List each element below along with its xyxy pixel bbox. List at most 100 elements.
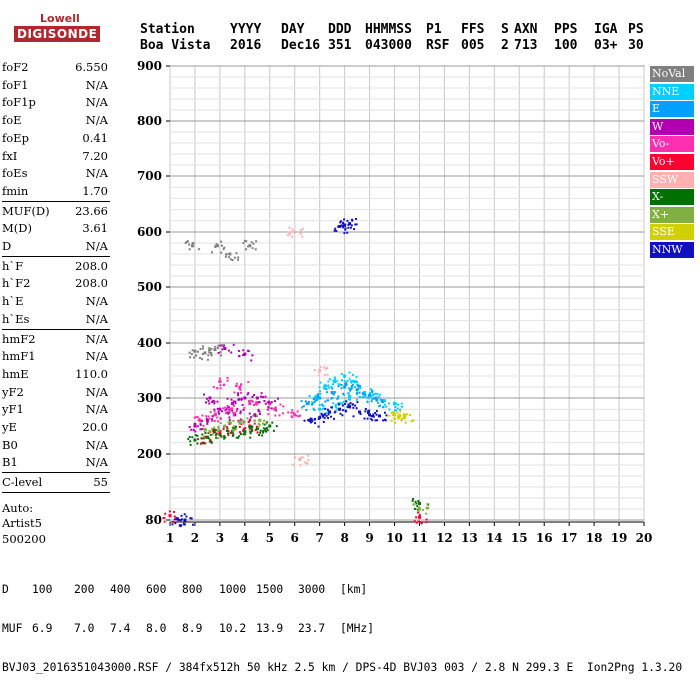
echo-mark <box>241 403 244 406</box>
echo-mark <box>255 240 258 243</box>
auto-scaler-info: Auto: <box>2 500 34 515</box>
data-point <box>368 413 372 417</box>
echo-mark <box>331 406 334 409</box>
echo-mark <box>251 247 254 250</box>
echo-mark <box>226 405 229 408</box>
echo-mark <box>248 418 251 421</box>
echo-mark <box>221 410 224 413</box>
echo-mark <box>242 242 245 245</box>
data-point <box>353 380 357 383</box>
param-value: N/A <box>85 402 108 417</box>
echo-mark <box>226 427 229 430</box>
echo-mark <box>327 384 330 387</box>
echo-mark <box>375 399 378 402</box>
param-label: h`Es <box>2 311 30 326</box>
echo-mark <box>256 414 259 417</box>
echo-mark <box>267 413 270 416</box>
echo-mark <box>265 426 268 429</box>
footer-value: 400 <box>110 583 131 596</box>
echo-mark <box>336 397 339 400</box>
echo-mark <box>207 354 210 357</box>
echo-mark <box>225 408 228 411</box>
echo-mark <box>375 396 378 399</box>
echo-mark <box>418 506 421 509</box>
echo-mark <box>401 405 404 408</box>
param-label: h`F <box>2 258 24 273</box>
echo-mark <box>208 440 211 443</box>
echo-mark <box>318 404 321 407</box>
echo-mark <box>356 384 359 387</box>
echo-mark <box>189 440 192 443</box>
echo-mark <box>351 403 354 406</box>
echo-mark <box>218 412 221 415</box>
echo-mark <box>251 428 254 431</box>
echo-mark <box>358 391 361 394</box>
echo-mark <box>251 400 254 403</box>
echo-mark <box>356 391 359 394</box>
echo-mark <box>377 402 380 405</box>
echo-mark <box>259 431 262 434</box>
param-value: N/A <box>85 437 108 452</box>
param-label: yF2 <box>2 384 24 399</box>
echo-mark <box>191 436 194 439</box>
echo-mark <box>394 406 397 409</box>
echo-mark <box>257 401 260 404</box>
echo-mark <box>415 502 418 505</box>
echo-mark <box>162 516 165 519</box>
param-label: foE <box>2 113 22 128</box>
data-point <box>243 352 247 356</box>
echo-mark <box>289 233 292 236</box>
echo-mark <box>327 416 330 419</box>
echo-mark <box>347 403 350 406</box>
param-row: hmE 110.0 <box>2 367 108 383</box>
echo-mark <box>334 227 337 230</box>
echo-mark <box>374 392 377 395</box>
data-point <box>298 458 302 461</box>
echo-mark <box>213 426 216 429</box>
data-point <box>318 407 322 411</box>
header-row1-cell: Station <box>140 22 195 37</box>
param-value: N/A <box>85 294 108 309</box>
echo-mark <box>216 416 219 419</box>
echo-mark <box>253 404 256 407</box>
echo-mark <box>344 382 347 385</box>
echo-mark <box>196 415 199 418</box>
echo-mark <box>224 409 227 412</box>
echo-mark <box>190 353 193 356</box>
echo-mark <box>242 420 245 423</box>
x-tick-label: 12 <box>436 531 453 545</box>
echo-mark <box>182 522 185 525</box>
echo-mark <box>206 358 209 361</box>
echo-mark <box>224 412 227 415</box>
echo-mark <box>250 241 253 244</box>
echo-mark <box>355 223 358 226</box>
data-point <box>218 380 222 383</box>
auto-scaler-info: Artist5 <box>2 516 42 531</box>
echo-mark <box>311 401 314 404</box>
echo-mark <box>382 406 385 409</box>
echo-mark <box>214 429 217 432</box>
echo-mark <box>383 403 386 406</box>
echo-mark <box>274 414 277 417</box>
header-row2-cell: 043000 <box>365 38 412 53</box>
echo-mark <box>339 220 342 223</box>
echo-mark <box>211 433 214 436</box>
param-separator <box>2 472 110 474</box>
data-point <box>203 435 207 439</box>
echo-mark <box>305 462 308 465</box>
echo-mark <box>229 258 232 261</box>
echo-mark <box>274 406 277 409</box>
echo-mark <box>417 511 420 514</box>
echo-mark <box>250 359 253 362</box>
echo-mark <box>253 422 256 425</box>
echo-mark <box>332 402 335 405</box>
echo-mark <box>200 442 203 445</box>
echo-mark <box>213 402 216 405</box>
echo-mark <box>334 403 337 406</box>
echo-mark <box>314 394 317 397</box>
header-row1-cell: PS <box>628 22 644 37</box>
echo-mark <box>331 383 334 386</box>
param-value: N/A <box>85 349 108 364</box>
param-value: 208.0 <box>75 258 108 273</box>
echo-mark <box>210 251 213 254</box>
